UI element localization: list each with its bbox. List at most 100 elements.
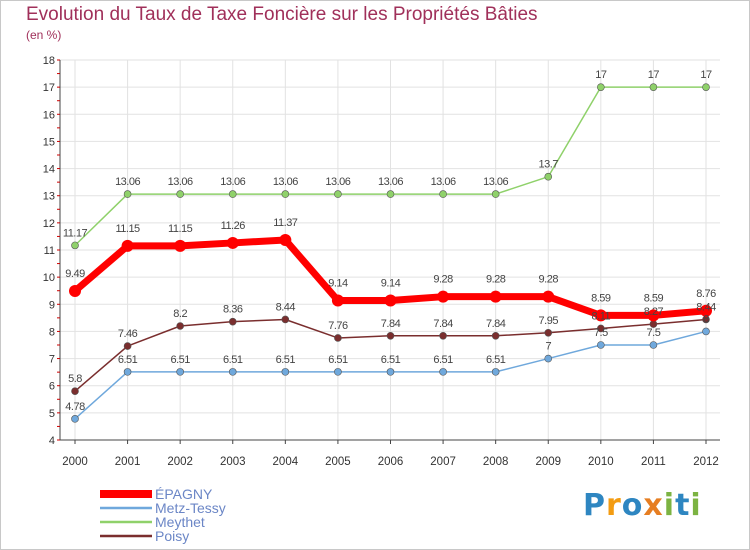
data-label: 7.5 [594, 327, 608, 339]
y-tick-label: 12 [43, 218, 55, 230]
data-point [649, 341, 658, 349]
data-point [334, 190, 342, 198]
data-label: 8 [703, 313, 709, 325]
legend-label: Meythet [155, 514, 205, 530]
data-label: 9.14 [381, 277, 401, 289]
data-point [489, 290, 502, 303]
data-point [386, 331, 395, 340]
y-tick-label: 16 [43, 109, 55, 121]
data-label: 17 [595, 69, 607, 81]
data-label: 9.28 [486, 274, 506, 286]
data-label: 6.51 [276, 354, 296, 366]
data-point [597, 341, 605, 349]
data-label: 11.26 [221, 220, 246, 232]
data-label: 7.95 [539, 315, 559, 327]
data-label: 8.2 [173, 308, 187, 320]
data-point [279, 233, 292, 246]
data-point [176, 322, 184, 330]
data-point [123, 368, 132, 376]
data-point [702, 83, 710, 91]
series-poisy [71, 315, 710, 395]
data-label: 6.51 [433, 354, 453, 366]
x-tick-label: 2008 [483, 456, 509, 468]
logo-letter: r [606, 488, 622, 523]
y-tick-label: 14 [43, 164, 55, 176]
data-point [281, 190, 290, 198]
data-point [281, 368, 290, 376]
x-tick-label: 2002 [167, 456, 193, 468]
x-tick-label: 2012 [693, 456, 719, 468]
y-tick-label: 10 [43, 272, 55, 284]
data-point [281, 315, 290, 324]
data-label: 8.59 [591, 292, 611, 304]
logo-letter: o [621, 488, 644, 523]
series-meythet [71, 83, 710, 250]
data-point [121, 239, 134, 252]
data-point [331, 294, 344, 307]
chart-title: Evolution du Taux de Taxe Foncière sur l… [26, 4, 538, 25]
data-point [702, 327, 710, 336]
data-label: 17 [700, 69, 712, 81]
data-point [228, 190, 237, 198]
data-point [544, 328, 553, 337]
legend-label: Metz-Tessy [155, 500, 226, 516]
data-point [491, 331, 500, 340]
y-tick-label: 17 [43, 82, 55, 94]
data-label: 8.11 [592, 310, 611, 322]
data-point [334, 368, 342, 376]
data-label: 7.84 [486, 318, 506, 330]
data-point [437, 290, 450, 303]
data-label: 8.36 [223, 304, 243, 316]
logo-letter: P [583, 488, 606, 523]
data-label: 6.51 [118, 354, 138, 366]
y-tick-label: 6 [49, 381, 55, 393]
data-point [439, 331, 447, 340]
data-label: 6.51 [328, 354, 348, 366]
y-tick-label: 11 [44, 245, 55, 257]
data-point [649, 83, 658, 91]
data-label: 11.17 [63, 227, 88, 239]
y-axis-unit-label: (en %) [26, 28, 62, 42]
data-point [542, 290, 555, 303]
x-tick-label: 2005 [325, 456, 351, 468]
data-point [439, 190, 447, 198]
data-label: 7.76 [328, 320, 348, 332]
y-tick-label: 4 [49, 435, 55, 447]
data-point [544, 354, 553, 363]
logo-letter: x [643, 488, 664, 523]
y-tick-label: 7 [49, 354, 55, 366]
x-tick-label: 2009 [535, 456, 561, 468]
x-tick-label: 2011 [641, 456, 666, 468]
data-label: 8.59 [644, 292, 664, 304]
data-label: 9.14 [328, 277, 348, 289]
data-label: 7.5 [647, 327, 661, 339]
data-label: 6.51 [486, 354, 506, 366]
data-label: 6.51 [170, 354, 190, 366]
data-point [176, 190, 184, 198]
data-label: 8.76 [696, 288, 716, 300]
data-label: 13.06 [168, 176, 193, 188]
x-tick-label: 2007 [430, 456, 456, 468]
data-point [491, 368, 500, 376]
data-point [228, 368, 237, 376]
x-tick-label: 2010 [588, 456, 614, 468]
y-tick-label: 18 [43, 55, 55, 67]
grid [60, 59, 720, 441]
y-tick-label: 5 [49, 408, 55, 420]
data-point [334, 334, 342, 342]
data-label: 17 [648, 69, 660, 81]
data-label: 11.15 [115, 223, 140, 235]
y-tick-label: 15 [43, 136, 55, 148]
data-label: 8.44 [696, 301, 716, 313]
logo-letter: i [663, 488, 676, 523]
data-label: 13.06 [325, 176, 350, 188]
data-label: 9.49 [65, 268, 85, 280]
data-point [386, 368, 395, 376]
data-label: 9.28 [539, 274, 559, 286]
data-point [491, 190, 500, 198]
data-label: 9.28 [433, 274, 453, 286]
data-label: 8.27 [644, 306, 664, 318]
data-point [597, 83, 605, 91]
